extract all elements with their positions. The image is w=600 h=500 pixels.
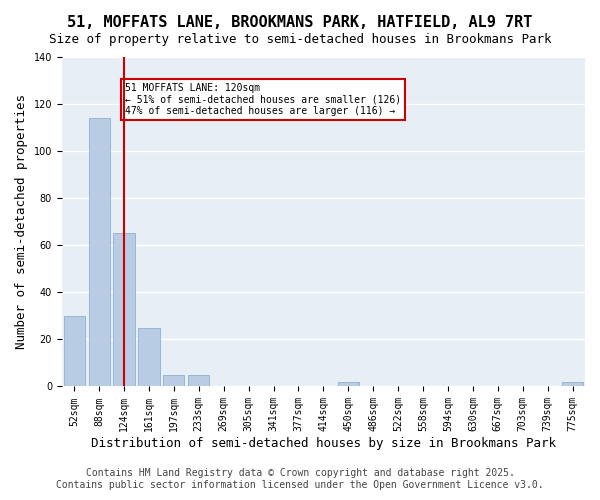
Text: Size of property relative to semi-detached houses in Brookmans Park: Size of property relative to semi-detach… — [49, 32, 551, 46]
Text: Contains HM Land Registry data © Crown copyright and database right 2025.
Contai: Contains HM Land Registry data © Crown c… — [56, 468, 544, 490]
Y-axis label: Number of semi-detached properties: Number of semi-detached properties — [15, 94, 28, 349]
Text: 51 MOFFATS LANE: 120sqm
← 51% of semi-detached houses are smaller (126)
47% of s: 51 MOFFATS LANE: 120sqm ← 51% of semi-de… — [125, 83, 401, 116]
Bar — [188, 374, 209, 386]
Bar — [139, 328, 160, 386]
Bar — [64, 316, 85, 386]
Bar — [113, 234, 134, 386]
Text: 51, MOFFATS LANE, BROOKMANS PARK, HATFIELD, AL9 7RT: 51, MOFFATS LANE, BROOKMANS PARK, HATFIE… — [67, 15, 533, 30]
Bar — [163, 374, 184, 386]
X-axis label: Distribution of semi-detached houses by size in Brookmans Park: Distribution of semi-detached houses by … — [91, 437, 556, 450]
Bar — [562, 382, 583, 386]
Bar — [89, 118, 110, 386]
Bar — [338, 382, 359, 386]
